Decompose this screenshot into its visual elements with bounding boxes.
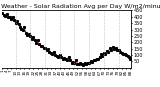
Title: Milwaukee Weather - Solar Radiation Avg per Day W/m2/minute: Milwaukee Weather - Solar Radiation Avg … (0, 4, 160, 9)
